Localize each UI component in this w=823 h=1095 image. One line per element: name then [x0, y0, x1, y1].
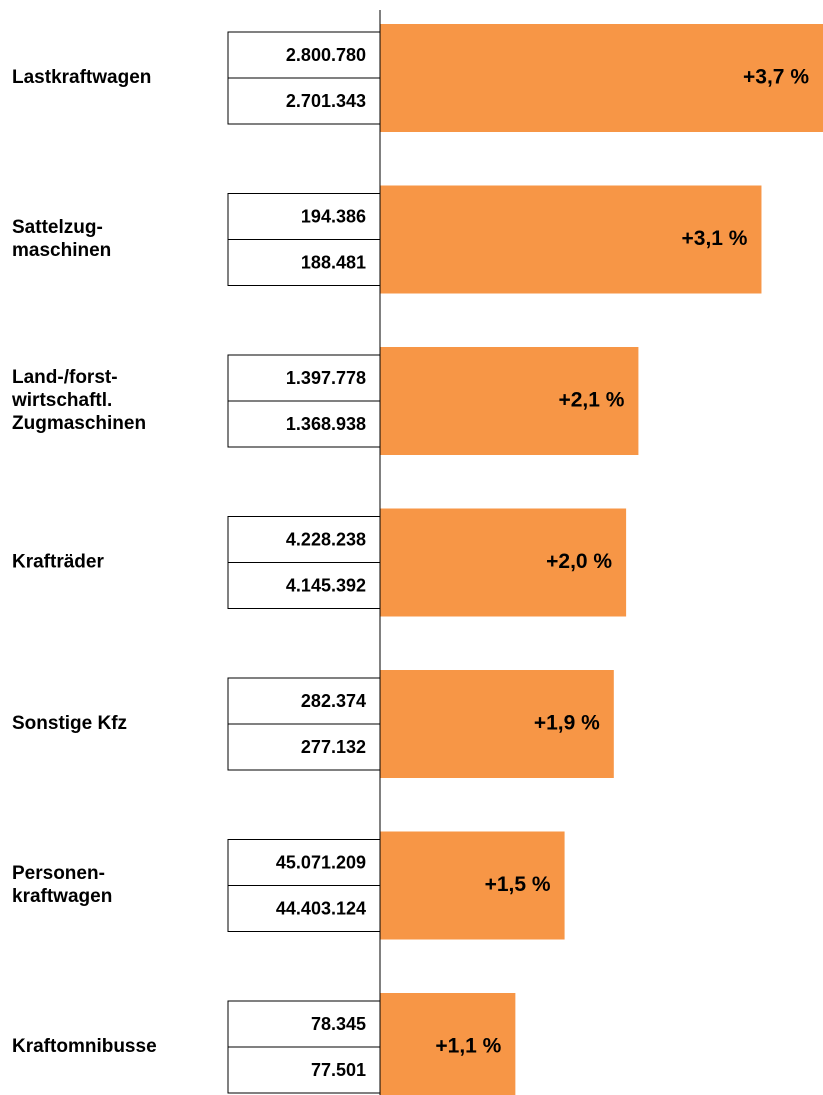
category-label: Sonstige Kfz — [12, 713, 127, 734]
bar — [380, 831, 565, 940]
current-value: 194.386 — [301, 206, 366, 226]
current-value: 2.800.780 — [286, 45, 366, 65]
value-label: +1,9 % — [534, 712, 600, 735]
bar — [380, 993, 516, 1095]
category-label: Kraftomnibusse — [12, 1036, 157, 1057]
bar — [380, 508, 627, 617]
current-value: 4.228.238 — [286, 529, 366, 549]
bar — [380, 670, 614, 778]
category-label: wirtschaftl. — [11, 390, 112, 411]
value-label: +1,5 % — [485, 873, 551, 896]
category-label: Lastkraftwagen — [12, 67, 151, 88]
current-value: 45.071.209 — [276, 852, 366, 872]
value-label: +3,7 % — [743, 66, 809, 89]
bar — [380, 347, 639, 455]
category-label: kraftwagen — [12, 886, 112, 907]
category-label: Sattelzug- — [12, 217, 103, 238]
category-label: Krafträder — [12, 552, 104, 573]
category-label: Personen- — [12, 863, 105, 884]
value-label: +3,1 % — [682, 227, 748, 250]
previous-value: 4.145.392 — [286, 575, 366, 595]
previous-value: 188.481 — [301, 252, 366, 272]
value-label: +1,1 % — [435, 1035, 501, 1058]
value-label: +2,0 % — [546, 550, 612, 573]
value-label: +2,1 % — [558, 389, 624, 412]
category-label: Zugmaschinen — [12, 413, 146, 434]
previous-value: 1.368.938 — [286, 414, 366, 434]
previous-value: 44.403.124 — [276, 898, 366, 918]
category-label: Land-/forst- — [12, 367, 118, 388]
category-label: maschinen — [12, 240, 111, 261]
current-value: 78.345 — [311, 1014, 366, 1034]
bar — [380, 24, 823, 132]
previous-value: 2.701.343 — [286, 91, 366, 111]
bar — [380, 185, 762, 294]
previous-value: 277.132 — [301, 737, 366, 757]
current-value: 282.374 — [301, 691, 366, 711]
previous-value: 77.501 — [311, 1060, 366, 1080]
current-value: 1.397.778 — [286, 368, 366, 388]
